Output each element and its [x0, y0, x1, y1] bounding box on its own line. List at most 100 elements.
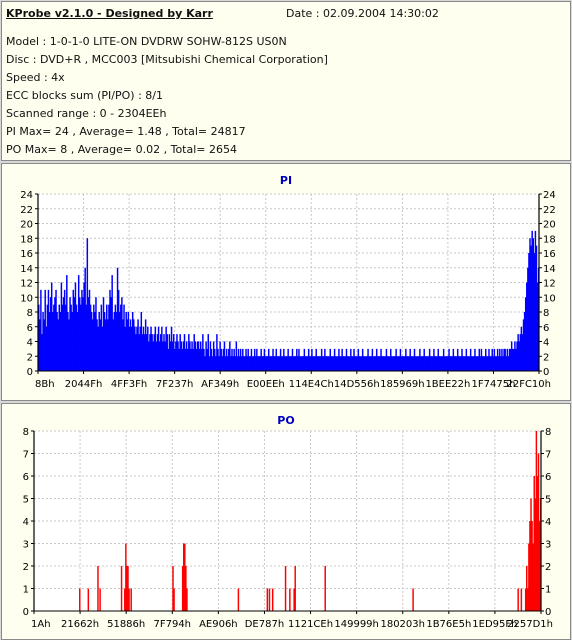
pi-y2-tick-label: 6: [543, 323, 549, 334]
pi-bar: [436, 356, 438, 371]
pi-x-tick-label: 14D556h: [334, 379, 380, 390]
pi-bar: [369, 356, 371, 371]
pi-bar: [301, 356, 303, 371]
pi-bar: [57, 319, 59, 372]
pi-bar: [178, 348, 180, 372]
pi-bar: [327, 356, 329, 371]
pi-bar: [270, 356, 272, 371]
pi-bar: [95, 297, 97, 371]
pi-y2-tick-label: 24: [543, 190, 556, 201]
po-bar: [172, 566, 174, 611]
pi-bar: [529, 238, 531, 371]
pi-bar: [252, 356, 255, 371]
po-bar: [124, 588, 126, 611]
pi-bar: [163, 334, 165, 372]
po-bar: [294, 566, 296, 611]
pi-bar: [134, 326, 136, 371]
pi-bar: [365, 356, 367, 371]
pi-bar: [233, 348, 235, 372]
po-y-tick-label: 7: [23, 450, 29, 461]
pi-bar: [265, 356, 268, 371]
pi-bar: [220, 348, 222, 372]
pi-bar: [245, 348, 247, 372]
pi-bar: [528, 253, 530, 371]
pi-bar: [303, 348, 306, 372]
pi-bar: [337, 356, 339, 371]
pi-y-tick-label: 2: [27, 352, 33, 363]
pi-bar: [143, 334, 146, 372]
pi-bar: [47, 289, 50, 372]
pi-bar: [463, 356, 465, 371]
pi-x-tick-label: AF349h: [201, 379, 239, 390]
pi-bar: [104, 319, 107, 372]
pi-bar: [289, 356, 292, 371]
pi-bar: [87, 297, 90, 371]
pi-y-tick-label: 24: [20, 190, 33, 201]
pi-bar: [398, 356, 401, 371]
pi-bar: [332, 356, 335, 371]
pi-bar: [279, 348, 282, 372]
pi-bar: [526, 282, 528, 371]
pi-bar: [474, 348, 476, 372]
pi-bar: [80, 304, 82, 372]
pi-bar: [479, 356, 482, 371]
pi-bar: [412, 356, 415, 371]
pi-bar: [338, 348, 340, 372]
pi-bar: [274, 356, 276, 371]
pi-bar: [203, 348, 205, 372]
po-bar: [533, 476, 535, 611]
po-y2-tick-label: 3: [545, 540, 551, 551]
pi-bar: [383, 356, 385, 371]
pi-bar: [228, 348, 230, 372]
pi-bar: [524, 297, 527, 371]
po-bar: [532, 543, 534, 611]
pi-bar: [63, 289, 66, 372]
pi-bar: [333, 348, 336, 372]
pi-bar: [46, 304, 49, 372]
pi-bar: [115, 312, 118, 371]
pi-bar: [71, 312, 73, 371]
pi-bar: [325, 356, 327, 371]
pi-bar: [470, 356, 473, 371]
pi-bar: [324, 348, 326, 372]
pi-bar: [126, 319, 129, 372]
pi-bar: [472, 356, 474, 371]
pi-bar: [443, 356, 446, 371]
po-bar: [534, 498, 537, 611]
pi-bar: [275, 348, 278, 372]
pi-bar: [404, 356, 406, 371]
po-bar: [268, 588, 271, 611]
pi-bar: [176, 334, 178, 372]
pi-bar: [79, 297, 81, 371]
pi-bar: [204, 356, 206, 371]
po-chart-title: PO: [277, 414, 295, 427]
pi-bar: [221, 356, 224, 371]
pi-bar: [516, 341, 518, 371]
pi-bar: [531, 230, 533, 372]
pi-bar: [451, 356, 454, 371]
pi-bar: [328, 356, 330, 371]
pi-bar: [72, 289, 75, 372]
po-bar: [99, 588, 101, 611]
pi-bar: [99, 319, 102, 372]
pi-bar: [427, 356, 430, 371]
pi-y-tick-label: 8: [27, 308, 33, 319]
pi-bar: [441, 356, 444, 371]
pi-bar: [486, 356, 488, 371]
pi-bar: [121, 297, 123, 371]
pi-bar: [449, 356, 451, 371]
pi-bar: [256, 348, 258, 372]
pi-bar: [358, 356, 361, 371]
pi-bar: [536, 282, 539, 371]
pi-bar: [381, 356, 383, 371]
pi-bar: [195, 348, 198, 372]
pi-bar: [106, 304, 108, 372]
po-x-tick-label: 51886h: [107, 619, 145, 630]
pi-bar: [261, 356, 263, 371]
pi-bar: [512, 348, 514, 372]
pi-bar: [145, 334, 148, 372]
pi-bar: [206, 348, 208, 372]
pi-bar: [110, 297, 112, 371]
pi-bar: [91, 319, 94, 372]
pi-bar: [198, 348, 201, 372]
